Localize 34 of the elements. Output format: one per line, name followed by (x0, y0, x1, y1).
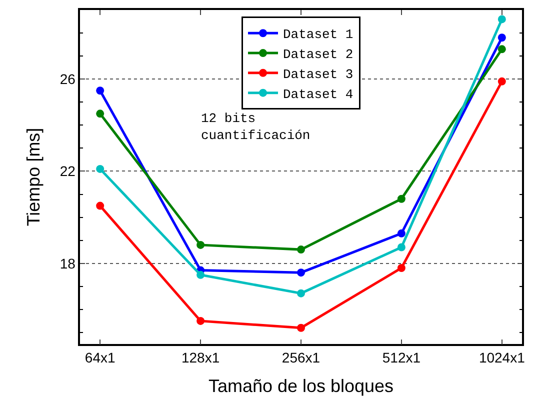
legend-label: Dataset 4 (283, 86, 354, 102)
x-tick-label: 64x1 (84, 350, 116, 366)
point (196, 240, 205, 249)
point (397, 264, 406, 272)
point (196, 316, 205, 325)
point (96, 86, 104, 95)
legend-label: Dataset 3 (283, 67, 354, 82)
point (397, 194, 406, 203)
point (498, 45, 506, 54)
legend-label: Dataset 1 (283, 27, 354, 42)
point (96, 202, 104, 210)
point (196, 270, 205, 279)
point (498, 15, 506, 24)
x-axis-title: Tamaño de los bloques (208, 376, 394, 396)
x-tick-label: 128x1 (181, 350, 220, 366)
point (397, 243, 406, 252)
x-tick-label: 1024x1 (478, 350, 526, 366)
annotation: 12 bits cuantificación (201, 111, 310, 143)
point (297, 246, 305, 254)
point (96, 110, 104, 118)
y-axis-title: Tiempo [ms] (24, 128, 44, 226)
point (297, 289, 305, 298)
point (498, 77, 506, 86)
point (498, 34, 506, 42)
x-tick-label: 256x1 (282, 350, 320, 366)
point (297, 268, 305, 277)
y-tick-label: 22 (60, 163, 76, 180)
legend-label: Dataset 2 (283, 47, 354, 62)
x-tick-label: 512x1 (382, 350, 421, 366)
point (297, 324, 305, 332)
y-tick-label: 26 (60, 71, 76, 87)
point (96, 164, 104, 173)
point (397, 229, 406, 238)
y-tick-label: 18 (60, 255, 76, 272)
